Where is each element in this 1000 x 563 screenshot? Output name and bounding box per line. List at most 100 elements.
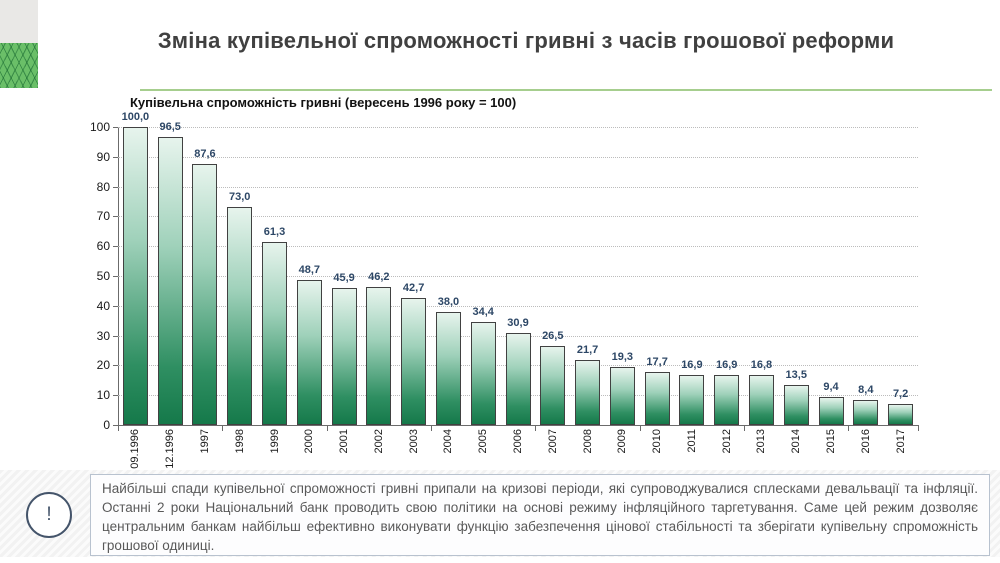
bar	[366, 287, 392, 425]
bar	[609, 367, 635, 425]
page-title: Зміна купівельної спроможності гривні з …	[157, 28, 895, 53]
bar-value-label: 96,5	[159, 121, 181, 133]
y-axis-label: 40	[96, 298, 110, 313]
x-axis-label: 2011	[685, 429, 698, 453]
bar	[296, 280, 322, 425]
corner-green-pattern-decoration	[0, 43, 38, 88]
bar-value-label: 73,0	[229, 191, 251, 203]
note-text: Найбільші спади купівельної спроможності…	[102, 481, 978, 553]
x-axis-label: 1999	[268, 429, 281, 454]
bar	[262, 242, 288, 425]
x-axis-tick	[744, 425, 746, 431]
y-axis-label: 10	[96, 388, 110, 403]
x-axis-label: 2013	[755, 429, 768, 454]
bar	[122, 127, 148, 425]
y-axis-tick	[113, 335, 118, 337]
x-axis-label: 2014	[790, 429, 803, 454]
corner-gray-decoration	[0, 0, 38, 43]
title-underline	[140, 89, 992, 91]
bar-value-label: 19,3	[611, 351, 634, 363]
x-axis-label: 2001	[338, 429, 351, 454]
bar-value-label: 42,7	[402, 282, 425, 294]
y-axis-tick	[113, 365, 118, 367]
x-axis-label: 2007	[546, 429, 559, 454]
x-axis-label: 2010	[651, 429, 664, 454]
x-axis-label: 2005	[477, 429, 490, 454]
bar	[714, 375, 740, 425]
plot-area: 0 10 20 30 40 50 60 70 80 90 100 100,0 09.1996 96,5 12…	[90, 111, 919, 469]
y-axis-tick	[113, 395, 118, 397]
bar-value-label: 61,3	[263, 226, 286, 238]
x-axis-label: 09.1996	[129, 429, 142, 469]
bar-value-label: 16,9	[681, 359, 703, 371]
x-axis-label: 2012	[720, 429, 733, 454]
x-axis-label: 2000	[303, 429, 316, 454]
note-text-box: Найбільші спади купівельної спроможності…	[90, 474, 990, 556]
bar	[818, 397, 844, 425]
x-axis-tick	[848, 425, 850, 431]
bar-value-label: 48,7	[298, 264, 320, 276]
bar	[575, 360, 601, 425]
x-axis-tick	[918, 425, 919, 431]
x-axis-label: 2008	[581, 429, 594, 454]
bar-value-label: 17,7	[646, 356, 668, 368]
y-axis-label: 0	[103, 418, 110, 432]
bar-value-label: 13,5	[785, 369, 807, 381]
bar	[853, 400, 879, 425]
x-axis-label: 2003	[407, 429, 420, 454]
x-axis-tick	[535, 425, 537, 431]
x-axis-label: 1998	[233, 429, 246, 454]
y-axis-tick	[113, 246, 118, 248]
bar	[505, 333, 531, 425]
exclamation-icon: !	[26, 492, 72, 538]
bar-value-label: 46,2	[368, 271, 390, 283]
y-axis-tick	[113, 216, 118, 218]
x-axis-line	[118, 425, 918, 426]
y-axis-tick	[113, 425, 118, 426]
x-axis-label: 2004	[442, 429, 455, 454]
bar-value-label: 16,8	[750, 359, 773, 371]
y-axis-label: 20	[96, 358, 110, 373]
y-axis-label: 60	[96, 239, 110, 254]
exclamation-glyph: !	[46, 504, 52, 525]
bar-value-label: 38,0	[437, 296, 460, 308]
bar-value-label: 9,4	[823, 381, 839, 393]
y-axis-label: 90	[96, 149, 110, 164]
y-axis-tick	[113, 186, 118, 188]
x-axis-label: 2015	[825, 429, 838, 454]
x-axis-label: 2002	[372, 429, 385, 454]
y-axis-tick	[113, 305, 118, 307]
x-axis-tick	[118, 425, 119, 431]
chart-title: Купівельна спроможність гривні (вересень…	[130, 95, 517, 110]
bar-chart: Купівельна спроможність гривні (вересень…	[88, 94, 995, 472]
bar	[227, 207, 253, 425]
bar	[435, 312, 461, 425]
x-axis-label: 1997	[198, 429, 211, 454]
x-axis-label: 2006	[512, 429, 524, 454]
gridline	[118, 276, 918, 277]
bar	[157, 137, 183, 425]
bar	[888, 404, 914, 425]
y-axis-label: 80	[96, 179, 110, 194]
bar-value-label: 16,9	[715, 359, 738, 371]
bar-value-label: 34,4	[472, 306, 494, 318]
x-axis-tick	[326, 425, 328, 431]
bar-value-label: 30,9	[507, 317, 529, 329]
y-axis-label: 30	[96, 328, 110, 343]
bar-value-label: 7,2	[892, 388, 909, 400]
gridline	[118, 305, 918, 307]
y-axis-label: 100	[89, 120, 110, 134]
y-axis-tick	[113, 276, 118, 277]
bar	[748, 375, 774, 425]
x-axis-label: 12.1996	[164, 429, 177, 469]
bar	[470, 322, 496, 425]
bar	[644, 372, 670, 425]
bar	[331, 288, 357, 425]
bar-value-label: 100,0	[121, 111, 150, 123]
x-axis-label: 2009	[616, 429, 629, 454]
gridline	[118, 156, 918, 158]
bar-value-label: 45,9	[333, 272, 355, 284]
bar-value-label: 8,4	[858, 384, 874, 396]
bar	[192, 164, 218, 425]
